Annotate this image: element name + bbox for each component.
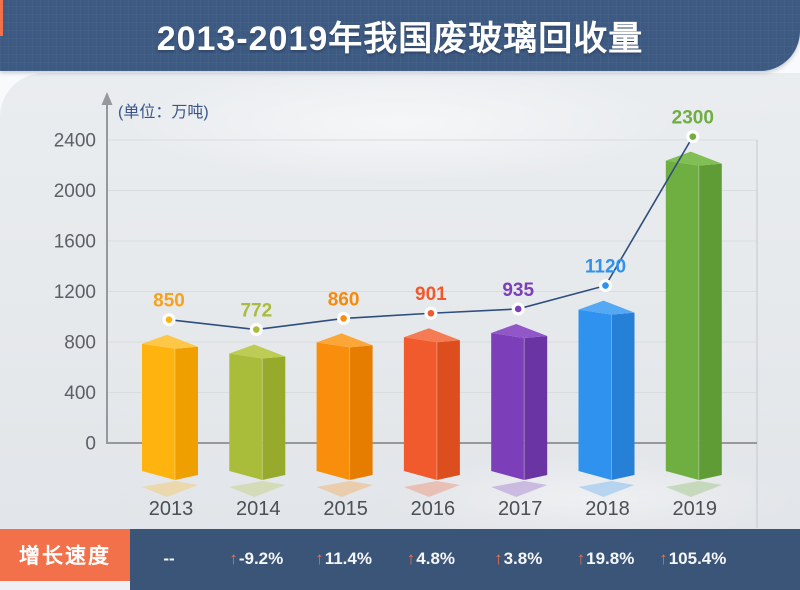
bar-front-2016	[403, 337, 437, 480]
card-glow-top	[120, 63, 680, 183]
x-tick-label-2015: 2015	[323, 498, 368, 520]
x-tick-label-2013: 2013	[149, 498, 194, 520]
banner-grid-texture	[0, 0, 800, 71]
y-tick-label-800: 800	[64, 333, 96, 354]
unit-label: (单位：万吨)	[118, 103, 209, 121]
bar-top-2016	[403, 328, 460, 343]
data-point-dot-2019	[689, 133, 697, 140]
growth-value-2013: --	[163, 547, 174, 571]
bar-reflection-2014	[229, 481, 286, 497]
growth-value-2017: ↑ 3.8%	[494, 547, 542, 571]
growth-value-text: 4.8%	[416, 549, 456, 568]
y-tick-label-1600: 1600	[54, 232, 96, 253]
bar-top-2019	[665, 151, 722, 166]
bar-side-2014	[262, 356, 286, 480]
growth-value-text: 3.8%	[503, 549, 543, 568]
growth-value-text: 105.4%	[668, 549, 727, 568]
value-label-2016: 901	[415, 284, 447, 305]
bar-top-2015	[316, 333, 373, 348]
growth-value-text: 11.4%	[324, 549, 372, 568]
bar-side-2015	[349, 345, 373, 480]
y-tick-label-400: 400	[64, 383, 96, 404]
data-point-dot-2017	[514, 305, 522, 313]
growth-value-2016: ↑ 4.8%	[407, 547, 455, 571]
data-point-dot-2015	[340, 315, 347, 322]
growth-value-text: 19.8%	[586, 549, 635, 568]
up-arrow-icon: ↑	[494, 549, 503, 568]
data-point-dot-2013	[165, 316, 173, 323]
value-label-2013: 850	[153, 291, 185, 312]
bar-top-2018	[578, 300, 635, 315]
growth-value-2015: ↑ 11.4%	[315, 547, 372, 571]
growth-rate-row: 增长速度 -- ↑ -9.2% ↑ 11.4% ↑ 4.8% ↑ 3.8% ↑ 19.8% ↑ 105.…	[0, 529, 800, 590]
value-label-2019: 2300	[672, 108, 714, 129]
title-banner: 2013-2019年我国废玻璃回收量	[0, 0, 800, 71]
bar-front-2015	[316, 342, 350, 480]
growth-rate-label: 增长速度	[0, 529, 130, 581]
bar-front-2017	[491, 332, 525, 480]
data-point-dot-2016	[427, 309, 435, 317]
x-tick-label-2018: 2018	[585, 498, 630, 520]
value-label-2017: 935	[502, 280, 534, 301]
bar-front-2014	[229, 353, 263, 480]
bar-reflection-2016	[403, 481, 460, 497]
bar-front-2019	[665, 160, 699, 480]
bar-side-2013	[175, 346, 198, 480]
data-point-dot-2018	[602, 282, 609, 289]
bar-side-2017	[524, 335, 548, 480]
y-tick-label-2400: 2400	[54, 131, 96, 152]
up-arrow-icon: ↑	[315, 549, 324, 568]
corner-accent-bar	[0, 0, 3, 36]
data-point-dot-2014	[252, 326, 260, 333]
bar-front-2018	[578, 309, 612, 480]
x-tick-label-2016: 2016	[411, 498, 456, 520]
bar-reflection-2019	[665, 481, 722, 497]
up-arrow-icon: ↑	[576, 549, 586, 568]
bar-reflection-2013	[142, 481, 198, 497]
growth-rate-band	[130, 529, 800, 590]
bar-top-2017	[491, 323, 548, 338]
up-arrow-icon: ↑	[229, 549, 238, 568]
x-tick-label-2017: 2017	[498, 498, 543, 520]
bar-side-2019	[698, 163, 722, 480]
bar-front-2013	[142, 343, 175, 480]
bar-side-2018	[611, 312, 635, 480]
growth-value-text: --	[163, 549, 175, 568]
bar-side-2016	[436, 340, 460, 480]
growth-value-2018: ↑ 19.8%	[577, 547, 635, 571]
value-label-2018: 1120	[585, 257, 626, 278]
x-tick-label-2014: 2014	[236, 498, 281, 520]
page-title: 2013-2019年我国废玻璃回收量	[156, 20, 644, 58]
bar-top-2013	[142, 334, 198, 349]
bar-reflection-2017	[491, 481, 548, 497]
bar-reflection-2018	[578, 481, 635, 497]
value-label-2014: 772	[240, 301, 272, 322]
x-tick-label-2019: 2019	[673, 498, 718, 520]
growth-value-2014: ↑ -9.2%	[229, 547, 283, 571]
y-tick-label-0: 0	[85, 434, 96, 455]
growth-value-2019: ↑ 105.4%	[659, 547, 726, 571]
value-label-2015: 860	[328, 289, 360, 310]
bar-reflection-2015	[316, 481, 373, 497]
growth-value-text: -9.2%	[238, 549, 284, 568]
bar-top-2014	[229, 344, 286, 359]
up-arrow-icon: ↑	[659, 549, 668, 568]
y-axis-arrow-icon	[101, 92, 113, 105]
up-arrow-icon: ↑	[406, 549, 416, 568]
y-tick-label-2000: 2000	[54, 181, 96, 202]
y-tick-label-1200: 1200	[54, 282, 96, 303]
